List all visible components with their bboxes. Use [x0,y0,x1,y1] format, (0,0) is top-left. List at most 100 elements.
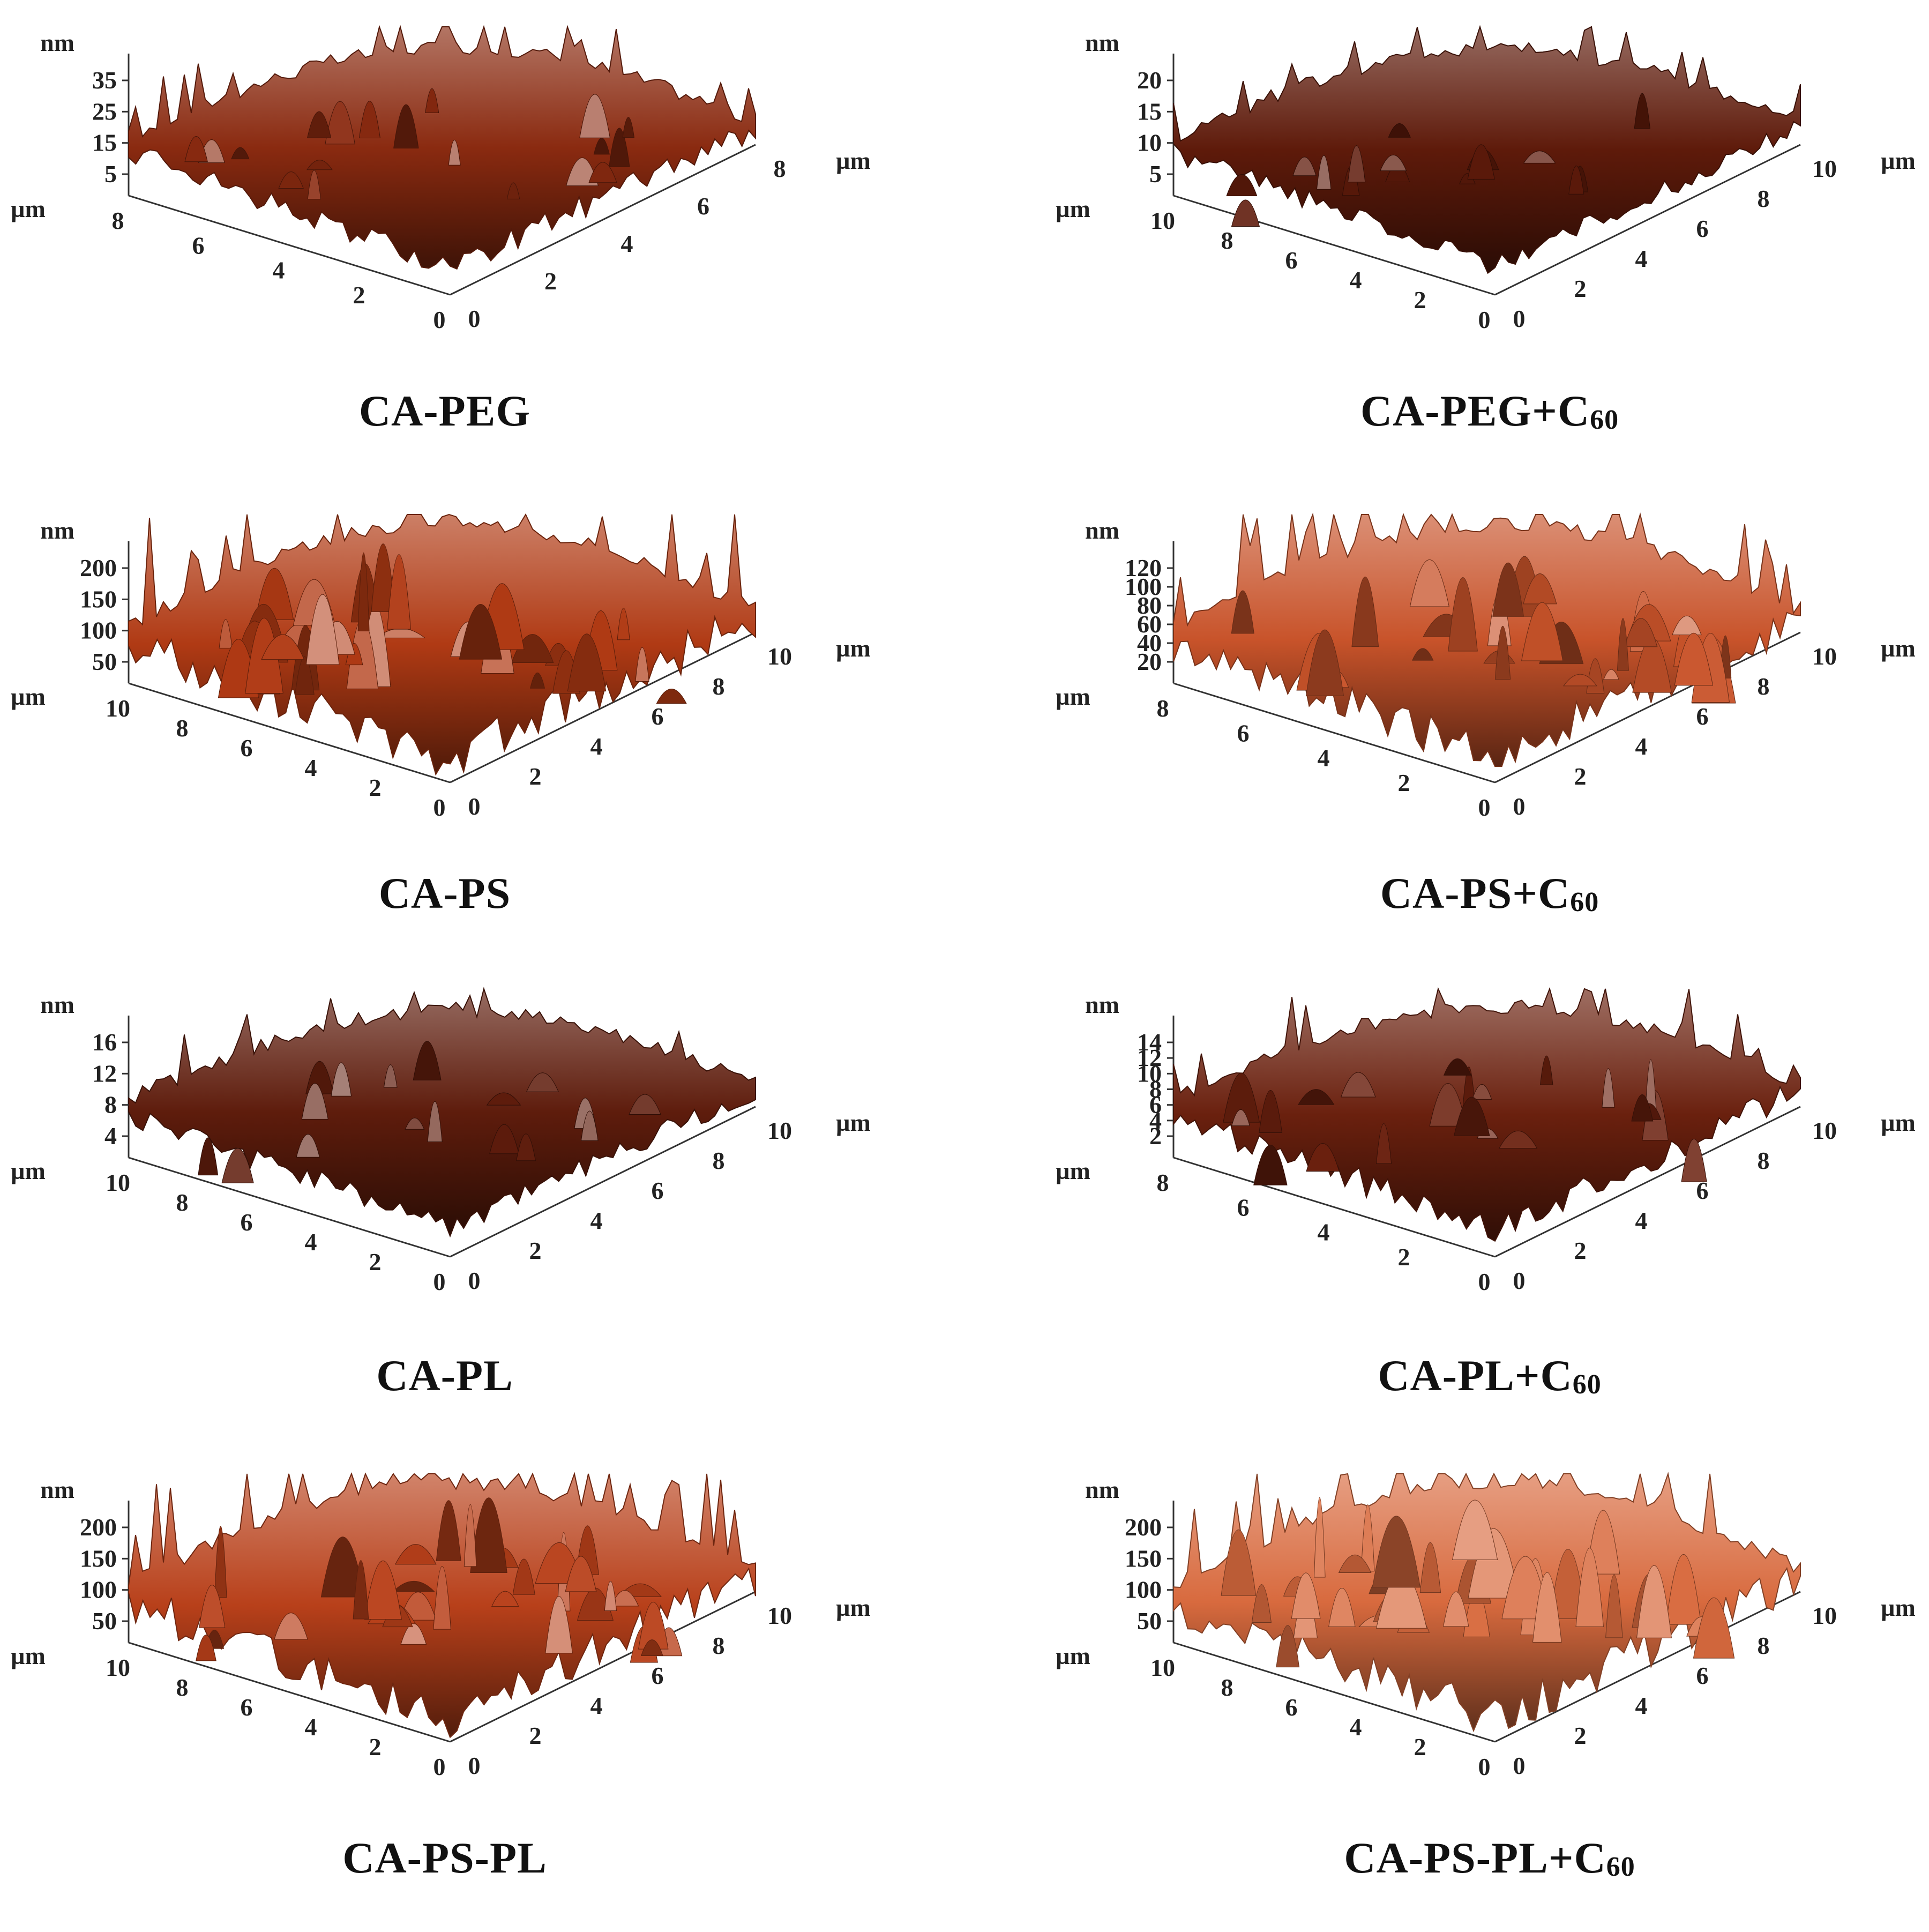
y-tick-label: 2 [369,774,382,801]
y-tick-label: 4 [1350,1713,1362,1741]
y-tick-label: 4 [305,754,317,781]
y-tick-label: 4 [1318,1219,1330,1246]
surface-peak [1412,648,1434,661]
x-axis-unit: µm [1881,1109,1916,1136]
y-tick-label: 0 [1478,1753,1491,1780]
x-axis-line [1494,144,1801,296]
z-tick-label: 2 [1149,1122,1162,1150]
surface-peak [1602,1068,1615,1108]
y-tick-label: 0 [1478,1268,1491,1295]
surface-peak [1223,1072,1260,1123]
y-tick-label: 0 [433,794,446,821]
x-tick-label: 6 [697,192,709,220]
afm-panel-ca-peg-c60: nm 20 15 10 5 µm 10 8 6 4 2 0 µm 0 2 4 6 8 10 [1045,11,1929,485]
y-tick-label: 0 [1478,306,1491,333]
z-axis-unit: nm [1085,991,1119,1018]
x-tick-label: 2 [1574,275,1587,302]
x-tick-label: 10 [1812,1602,1837,1629]
caption-main: CA-PL+C [1378,1351,1573,1400]
z-axis-unit: nm [1085,517,1119,544]
x-tick-label: 4 [1635,1207,1648,1234]
surface-peak [1251,1584,1272,1623]
y-axis-unit: µm [1056,1157,1090,1184]
afm-surface-plot: nm 35 25 15 5 µm 8 6 4 2 0 µm 0 2 4 6 8 [11,25,871,333]
surface-peak [1523,573,1557,605]
surface-peak [1253,1145,1288,1185]
y-tick-label: 10 [1150,1654,1175,1681]
z-tick-label: 40 [1137,629,1162,657]
z-tick-label: 25 [92,98,117,125]
z-axis-unit: nm [40,1476,74,1503]
x-tick-label: 10 [767,1602,792,1629]
y-tick-label: 0 [433,306,446,333]
afm-panel-ca-peg: nm 35 25 15 5 µm 8 6 4 2 0 µm 0 2 4 6 8 [0,11,965,485]
caption-main: CA-PL [376,1351,513,1400]
x-tick-label: 4 [590,733,603,760]
x-tick-label: 4 [1635,1692,1648,1719]
x-tick-label: 10 [1812,155,1837,182]
x-tick-label: 10 [1812,1117,1837,1144]
surface-peak [1347,145,1366,183]
surface-peak [516,1133,536,1161]
surface-peak [1231,590,1254,634]
caption-main: CA-PS+C [1380,869,1571,917]
x-tick-label: 4 [590,1207,603,1234]
surface-peak [1540,1055,1553,1085]
surface-peak [1372,1516,1421,1588]
y-tick-label: 8 [1157,695,1169,722]
y-tick-label: 0 [433,1268,446,1295]
y-tick-label: 2 [353,281,365,309]
surface-peak [1532,1572,1562,1643]
surface-peak [1409,560,1450,607]
z-tick-label: 60 [1137,610,1162,638]
surface-peak [1563,674,1597,687]
y-tick-label: 8 [1157,1169,1169,1196]
surface-peak [306,160,333,170]
z-tick-label: 150 [1125,1545,1162,1572]
surface-peak [588,162,617,183]
afm-panel-ca-ps: nm 200 150 100 50 µm 10 8 6 4 2 0 µm 0 2 4 6 8 10 [0,498,965,973]
z-tick-label: 16 [92,1028,117,1056]
surface-peak [364,1560,402,1620]
surface-peak [196,1635,216,1661]
surface-peak [1672,616,1702,636]
caption-subscript: 60 [1570,887,1599,917]
surface-peak [1298,1089,1335,1105]
x-axis-line [450,144,756,296]
surface-peak [1624,618,1658,647]
x-axis-unit: µm [1881,147,1916,174]
z-tick-label: 8 [1149,1076,1162,1103]
caption-subscript: 60 [1606,1852,1635,1882]
x-tick-label: 10 [1812,643,1837,670]
surface-peak [393,104,419,149]
x-tick-label: 8 [1758,673,1770,700]
x-tick-label: 10 [767,1117,792,1144]
y-axis-unit: µm [11,195,46,222]
z-axis-unit: nm [40,29,74,56]
x-axis-line [450,1591,756,1743]
x-tick-label: 2 [544,267,557,295]
z-tick-label: 12 [1137,1044,1162,1071]
surface-peak [1636,1565,1672,1638]
x-tick-label: 8 [1758,185,1770,212]
y-axis-unit: µm [11,1157,46,1184]
surface-peak [261,634,305,660]
surface-peak [1492,562,1524,617]
z-tick-label: 5 [104,160,117,188]
surface-peak [387,554,412,630]
z-tick-label: 80 [1137,592,1162,619]
y-tick-label: 10 [1150,207,1175,234]
z-tick-label: 200 [1125,1513,1162,1541]
caption-main: CA-PS-PL [342,1833,547,1882]
x-tick-label: 8 [713,1147,725,1174]
x-tick-label: 8 [713,673,725,700]
z-tick-label: 120 [1125,554,1162,581]
surface-peak [399,1592,437,1621]
z-tick-label: 35 [92,66,117,94]
x-tick-label: 8 [1758,1147,1770,1174]
x-axis-line [450,1106,756,1258]
caption-main: CA-PS [378,869,511,917]
x-axis-unit: µm [1881,1594,1916,1621]
